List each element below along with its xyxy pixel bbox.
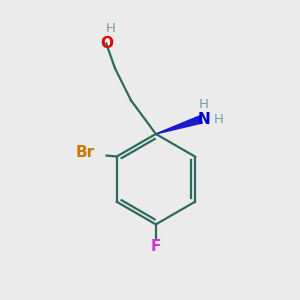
Text: N: N xyxy=(198,112,210,127)
Polygon shape xyxy=(156,116,202,134)
Text: F: F xyxy=(151,239,161,254)
Text: O: O xyxy=(100,36,113,51)
Text: H: H xyxy=(199,98,209,111)
Text: Br: Br xyxy=(75,145,94,160)
Text: H: H xyxy=(214,113,224,126)
Text: H: H xyxy=(106,22,116,35)
